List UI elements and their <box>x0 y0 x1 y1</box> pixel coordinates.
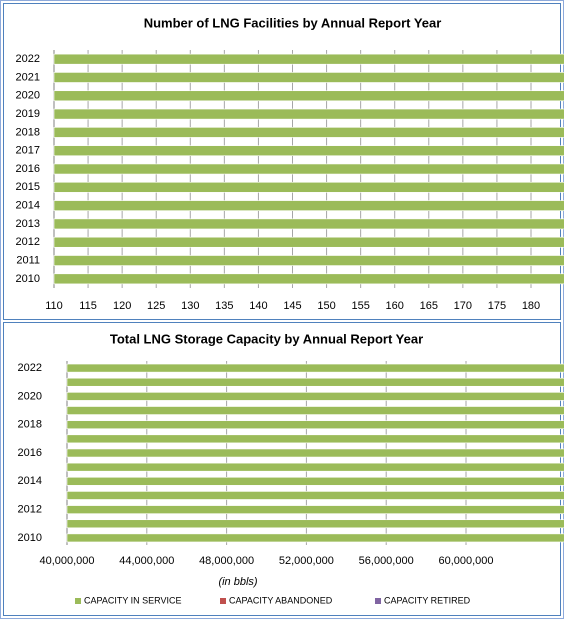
x-tick-label: 165 <box>420 300 438 312</box>
x-tick-label: 56,000,000 <box>359 555 414 567</box>
y-tick-label: 2012 <box>18 504 42 516</box>
y-tick-label: 2020 <box>16 90 40 102</box>
bar-segment <box>53 200 564 211</box>
x-tick-label: 150 <box>317 300 335 312</box>
bar-segment <box>66 377 564 387</box>
y-tick-label: 2013 <box>16 218 40 230</box>
y-tick-label: 2022 <box>18 362 42 374</box>
x-tick-label: 120 <box>113 300 131 312</box>
bar-segment <box>66 462 564 472</box>
y-tick-label: 2014 <box>16 200 40 212</box>
chart-title: Number of LNG Facilities by Annual Repor… <box>144 15 442 30</box>
y-tick-label: 2010 <box>18 532 42 544</box>
y-tick-label: 2016 <box>16 163 40 175</box>
x-tick-label: 44,000,000 <box>119 555 174 567</box>
bar-segment <box>66 533 564 543</box>
x-tick-label: 110 <box>45 300 63 312</box>
x-tick-label: 52,000,000 <box>279 555 334 567</box>
bar-segment <box>53 181 564 193</box>
bar-segment <box>53 255 564 266</box>
bar-segment <box>66 392 564 401</box>
legend-label: CAPACITY IN SERVICE <box>84 595 182 605</box>
bar-segment <box>66 491 564 500</box>
y-tick-label: 2018 <box>18 419 42 431</box>
bar-segment <box>66 406 564 415</box>
bar-segment <box>53 163 564 175</box>
bar-segment <box>66 420 564 430</box>
y-tick-label: 2020 <box>18 390 42 402</box>
bar-segment <box>53 218 564 230</box>
bar-segment <box>53 273 564 285</box>
legend-swatch <box>75 598 81 604</box>
x-tick-label: 175 <box>488 300 506 312</box>
legend-label: CAPACITY RETIRED <box>384 595 471 605</box>
bar-segment <box>66 505 564 514</box>
y-tick-label: 2014 <box>18 475 42 487</box>
bar-segment <box>66 363 564 373</box>
legend-swatch <box>220 598 226 604</box>
x-tick-label: 145 <box>283 300 301 312</box>
x-tick-label: 115 <box>79 300 97 312</box>
y-tick-label: 2018 <box>16 126 40 138</box>
bar-segment <box>66 434 564 444</box>
x-tick-label: 140 <box>249 300 267 312</box>
x-axis-label: (in bbls) <box>218 576 257 588</box>
legend-label: CAPACITY ABANDONED <box>229 595 333 605</box>
y-tick-label: 2017 <box>16 145 40 157</box>
y-tick-label: 2011 <box>16 254 40 266</box>
y-tick-label: 2012 <box>16 236 40 248</box>
x-tick-label: 180 <box>522 300 540 312</box>
bar-segment <box>53 236 564 248</box>
x-tick-label: 160 <box>386 300 404 312</box>
x-tick-label: 170 <box>454 300 472 312</box>
bar-segment <box>66 476 564 486</box>
bar-segment <box>53 127 564 138</box>
bar-segment <box>66 448 564 458</box>
x-tick-label: 135 <box>215 300 233 312</box>
bar-segment <box>53 145 564 157</box>
y-tick-label: 2022 <box>16 53 40 65</box>
legend-swatch <box>375 598 381 604</box>
bar-segment <box>66 519 564 529</box>
x-tick-label: 60,000,000 <box>438 555 493 567</box>
x-tick-label: 125 <box>147 300 165 312</box>
x-tick-label: 155 <box>351 300 369 312</box>
chart-title: Total LNG Storage Capacity by Annual Rep… <box>110 331 423 346</box>
bar-segment <box>53 108 564 120</box>
x-tick-label: 130 <box>181 300 199 312</box>
bar-segment <box>53 53 564 65</box>
x-tick-label: 48,000,000 <box>199 555 254 567</box>
y-tick-label: 2010 <box>16 273 40 285</box>
x-tick-label: 40,000,000 <box>39 555 94 567</box>
y-tick-label: 2019 <box>16 108 40 120</box>
y-tick-label: 2021 <box>16 71 40 83</box>
bar-segment <box>53 90 564 102</box>
panel <box>3 3 561 320</box>
y-tick-label: 2015 <box>16 181 40 193</box>
bar-segment <box>53 72 564 83</box>
y-tick-label: 2016 <box>18 447 42 459</box>
